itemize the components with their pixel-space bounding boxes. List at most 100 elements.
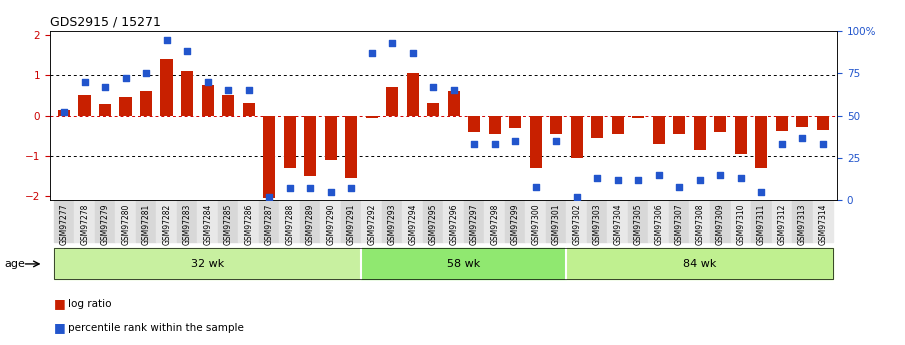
Point	[775, 141, 789, 147]
Bar	[673, 116, 685, 134]
Text: GSM97308: GSM97308	[695, 204, 704, 245]
Text: GSM97286: GSM97286	[244, 204, 253, 245]
Text: GSM97307: GSM97307	[675, 204, 684, 245]
Point	[119, 76, 133, 81]
Bar	[202, 85, 214, 116]
Bar	[222, 96, 234, 116]
Text: age: age	[5, 259, 25, 269]
Text: GSM97302: GSM97302	[572, 204, 581, 245]
Text: GSM97284: GSM97284	[203, 204, 212, 245]
Text: GSM97279: GSM97279	[100, 204, 110, 245]
Bar	[427, 104, 439, 116]
Bar	[79, 96, 91, 116]
Text: GSM97310: GSM97310	[737, 204, 745, 245]
Bar	[632, 116, 644, 118]
Bar	[243, 104, 255, 116]
Text: GSM97277: GSM97277	[60, 204, 69, 245]
Point	[200, 79, 214, 85]
Text: GSM97296: GSM97296	[449, 204, 458, 245]
Text: GSM97278: GSM97278	[81, 204, 89, 245]
Bar	[612, 116, 624, 134]
Bar	[509, 116, 521, 128]
Text: GSM97283: GSM97283	[183, 204, 192, 245]
Text: GSM97306: GSM97306	[654, 204, 663, 245]
Text: GSM97281: GSM97281	[142, 204, 150, 245]
Point	[795, 135, 809, 140]
Point	[549, 138, 564, 144]
Text: GSM97290: GSM97290	[326, 204, 335, 245]
Point	[98, 84, 112, 90]
Text: GSM97300: GSM97300	[531, 204, 540, 245]
Point	[282, 186, 297, 191]
Bar	[755, 116, 767, 168]
Text: GDS2915 / 15271: GDS2915 / 15271	[50, 16, 161, 29]
Text: GSM97298: GSM97298	[491, 204, 500, 245]
Text: GSM97304: GSM97304	[614, 204, 623, 245]
Text: GSM97297: GSM97297	[470, 204, 479, 245]
Bar	[550, 116, 562, 134]
Point	[488, 141, 502, 147]
Text: GSM97299: GSM97299	[510, 204, 519, 245]
Bar	[140, 91, 152, 116]
Point	[303, 186, 318, 191]
Bar	[735, 116, 747, 154]
Point	[446, 87, 461, 93]
Bar	[181, 71, 194, 116]
Bar	[714, 116, 727, 132]
Text: GSM97295: GSM97295	[429, 204, 438, 245]
Text: GSM97309: GSM97309	[716, 204, 725, 245]
Bar	[58, 110, 71, 116]
Text: GSM97303: GSM97303	[593, 204, 602, 245]
Bar	[366, 116, 377, 118]
Point	[590, 175, 605, 181]
Point	[426, 84, 441, 90]
Text: 84 wk: 84 wk	[683, 259, 717, 269]
Point	[385, 40, 399, 46]
Point	[529, 184, 543, 189]
Text: GSM97311: GSM97311	[757, 204, 766, 245]
Bar	[591, 116, 604, 138]
Text: GSM97312: GSM97312	[777, 204, 786, 245]
Text: GSM97280: GSM97280	[121, 204, 130, 245]
Bar	[776, 116, 788, 131]
Bar	[325, 116, 337, 160]
Point	[221, 87, 235, 93]
Point	[323, 189, 338, 195]
Text: GSM97292: GSM97292	[367, 204, 376, 245]
Point	[138, 71, 153, 76]
Point	[467, 141, 481, 147]
Bar	[448, 91, 460, 116]
Point	[365, 50, 379, 56]
Bar	[160, 59, 173, 116]
Text: GSM97289: GSM97289	[306, 204, 315, 245]
Point	[734, 175, 748, 181]
Point	[631, 177, 645, 183]
Text: GSM97305: GSM97305	[634, 204, 643, 245]
Bar	[693, 116, 706, 150]
Text: GSM97294: GSM97294	[408, 204, 417, 245]
Point	[508, 138, 522, 144]
Bar	[99, 104, 111, 116]
Bar	[386, 87, 398, 116]
Text: GSM97293: GSM97293	[387, 204, 396, 245]
Point	[569, 194, 584, 199]
Text: log ratio: log ratio	[68, 299, 111, 308]
Point	[652, 172, 666, 177]
Point	[344, 186, 358, 191]
Bar	[304, 116, 317, 176]
Bar	[529, 116, 542, 168]
Text: ■: ■	[54, 297, 66, 310]
Text: GSM97301: GSM97301	[552, 204, 561, 245]
Text: GSM97314: GSM97314	[818, 204, 827, 245]
Point	[159, 37, 174, 42]
Point	[262, 194, 276, 199]
Bar	[283, 116, 296, 168]
Bar	[653, 116, 665, 144]
Text: percentile rank within the sample: percentile rank within the sample	[68, 323, 243, 333]
Point	[611, 177, 625, 183]
Bar	[406, 73, 419, 116]
Point	[57, 109, 71, 115]
Point	[692, 177, 707, 183]
Point	[754, 189, 768, 195]
Text: GSM97288: GSM97288	[285, 204, 294, 245]
